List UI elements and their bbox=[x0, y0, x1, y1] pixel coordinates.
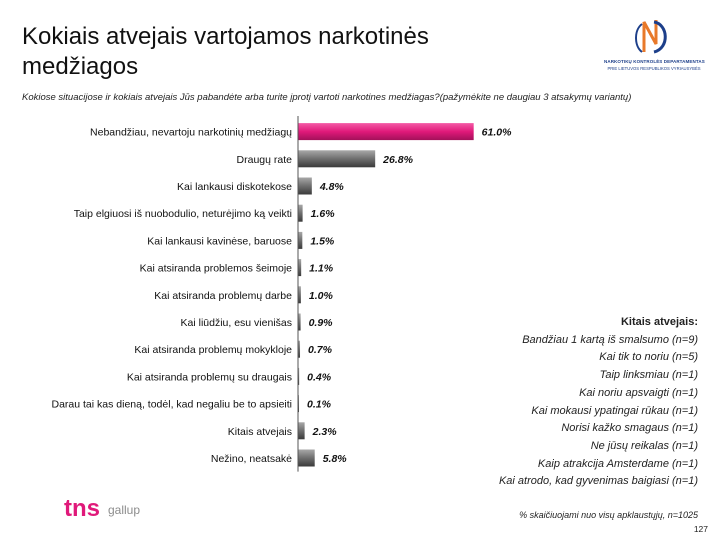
bar bbox=[298, 123, 474, 141]
other-case-item: Kai noriu apsvaigti (n=1) bbox=[579, 386, 698, 399]
other-cases-box: Kitais atvejais: Bandžiau 1 kartą iš sma… bbox=[458, 314, 698, 491]
bar-chart: Nebandžiau, nevartoju narkotinių medžiag… bbox=[52, 116, 512, 472]
category-label: Kai atsiranda problemos šeimoje bbox=[140, 263, 292, 275]
category-label: Taip elgiuosi iš nuobodulio, neturėjimo … bbox=[74, 208, 292, 220]
tns-logo-icon: tns gallup bbox=[64, 495, 140, 522]
other-case-item: Kai tik to noriu (n=5) bbox=[599, 351, 698, 364]
value-label: 1.0% bbox=[309, 290, 334, 302]
bar bbox=[298, 231, 303, 249]
other-cases-heading: Kitais atvejais: bbox=[620, 316, 698, 328]
tns-wordmark: tns bbox=[64, 495, 100, 522]
other-case-item: Taip linksmiau (n=1) bbox=[599, 369, 698, 382]
category-label: Kai atsiranda problemų su draugais bbox=[127, 371, 292, 383]
other-case-item: Bandžiau 1 kartą iš smalsumo (n=9) bbox=[522, 333, 698, 346]
category-label: Kai atsiranda problemų darbe bbox=[154, 290, 292, 302]
value-label: 0.1% bbox=[307, 399, 332, 411]
category-label: Nežino, neatsakė bbox=[211, 453, 292, 465]
value-label: 5.8% bbox=[323, 453, 348, 465]
category-label: Darau tai kas dieną, todėl, kad negaliu … bbox=[52, 399, 293, 411]
ndk-emblem-icon bbox=[635, 20, 667, 54]
value-label: 4.8% bbox=[319, 181, 345, 193]
value-label: 1.6% bbox=[311, 208, 336, 220]
bar bbox=[298, 340, 301, 358]
ndk-name: NARKOTIKŲ KONTROLĖS DEPARTAMENTAS bbox=[604, 59, 705, 64]
value-label: 26.8% bbox=[382, 154, 413, 166]
ndk-subtitle: PRIE LIETUVOS RESPUBLIKOS VYRIAUSYBĖS bbox=[607, 66, 701, 71]
value-label: 1.1% bbox=[309, 263, 334, 275]
value-label: 0.4% bbox=[307, 371, 332, 383]
other-cases-list: Bandžiau 1 kartą iš smalsumo (n=9) Kai ti… bbox=[458, 332, 698, 491]
bar bbox=[298, 259, 302, 277]
category-label: Kai atsiranda problemų mokykloje bbox=[134, 344, 292, 356]
value-label: 1.5% bbox=[310, 235, 335, 247]
category-label: Kitais atvejais bbox=[228, 426, 292, 438]
other-case-item: Norisi kažko smagaus (n=1) bbox=[561, 422, 698, 435]
other-case-item: Kai mokausi ypatingai rūkau (n=1) bbox=[531, 404, 698, 417]
page-number: 127 bbox=[693, 524, 708, 534]
bar bbox=[298, 177, 312, 195]
other-case-item: Kai atrodo, kad gyvenimas baigiasi (n=1) bbox=[498, 475, 698, 488]
value-label: 2.3% bbox=[312, 426, 338, 438]
category-label: Draugų rate bbox=[237, 154, 293, 166]
bar bbox=[298, 204, 303, 222]
slide-title: Kokiais atvejais vartojamos narkotinės m… bbox=[22, 22, 582, 82]
title-line-1: Kokiais atvejais vartojamos narkotinės bbox=[22, 23, 429, 50]
category-label: Kai liūdžiu, esu vienišas bbox=[181, 317, 292, 329]
value-label: 0.9% bbox=[309, 317, 334, 329]
other-case-item: Kaip atrakcija Amsterdame (n=1) bbox=[537, 457, 698, 470]
bar bbox=[298, 286, 301, 304]
value-label: 0.7% bbox=[308, 344, 333, 356]
gallup-wordmark: gallup bbox=[108, 503, 140, 517]
value-label: 61.0% bbox=[482, 127, 512, 139]
bar bbox=[298, 449, 315, 467]
category-label: Kai lankausi kavinėse, baruose bbox=[147, 235, 292, 247]
category-label: Kai lankausi diskotekose bbox=[177, 181, 292, 193]
bar bbox=[298, 313, 301, 331]
bar bbox=[298, 422, 305, 440]
ndk-logo: NARKOTIKŲ KONTROLĖS DEPARTAMENTAS PRIE L… bbox=[604, 14, 705, 72]
bar bbox=[298, 150, 376, 168]
other-case-item: Ne jūsų reikalas (n=1) bbox=[590, 439, 698, 452]
footnote: % skaičiuojami nuo visų apklaustųjų, n=1… bbox=[519, 510, 698, 520]
survey-question: Kokiose situacijose ir kokiais atvejais … bbox=[22, 92, 632, 103]
category-label: Nebandžiau, nevartoju narkotinių medžiag… bbox=[90, 127, 292, 139]
title-line-2: medžiagos bbox=[22, 53, 139, 80]
bar bbox=[298, 367, 300, 385]
tns-gallup-logo: tns gallup bbox=[64, 490, 154, 530]
